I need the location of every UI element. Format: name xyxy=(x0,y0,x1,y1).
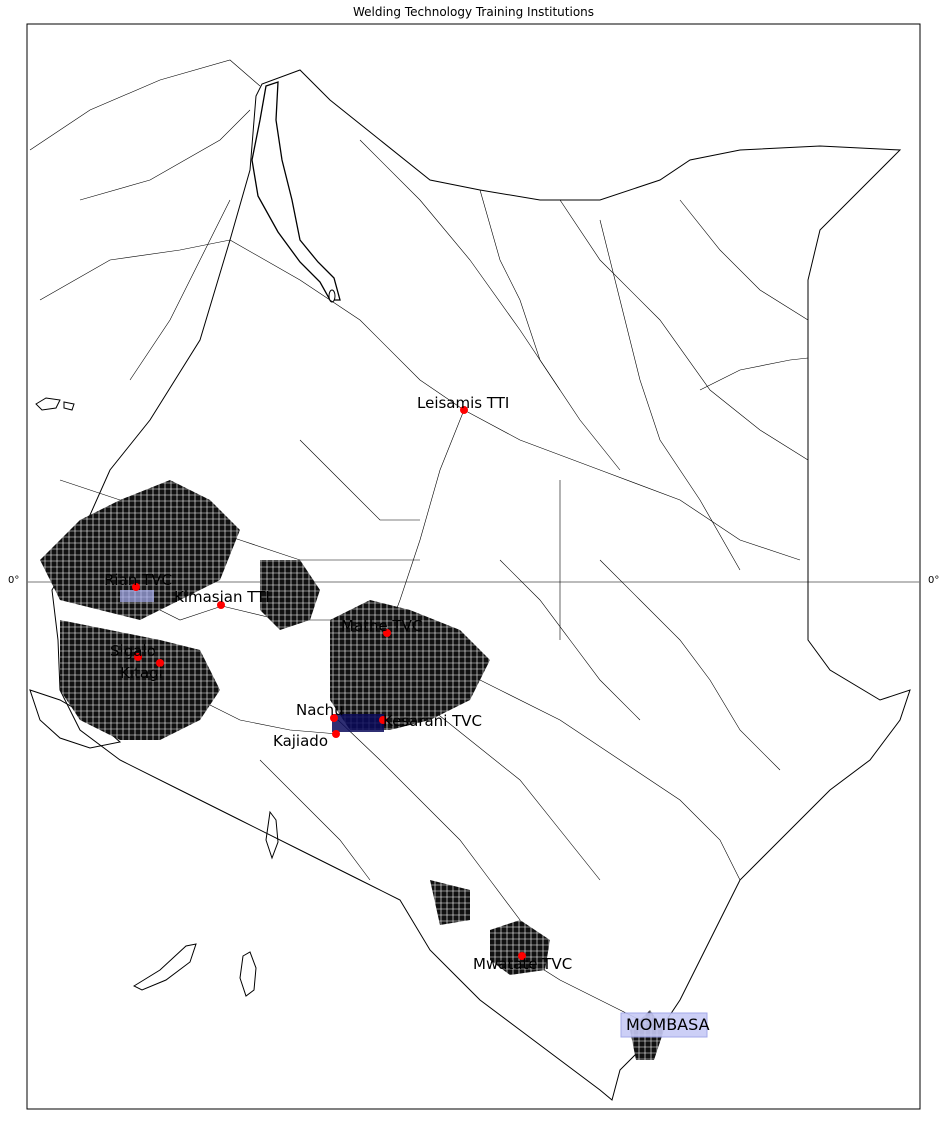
lake-turkana xyxy=(251,81,341,301)
equator-label-right: 0° xyxy=(928,575,940,586)
equator-label-left: 0° xyxy=(8,575,20,586)
lake-south-2 xyxy=(239,951,257,997)
kenya-border xyxy=(51,69,911,1101)
institution-labels: Leisamis TTI Rian TVC Kimasian TTI Mathe… xyxy=(104,394,572,973)
lake-natron xyxy=(265,810,279,860)
label-nachu: Nachu xyxy=(296,701,344,719)
label-leisamis-tti: Leisamis TTI xyxy=(417,394,509,412)
label-sigalo: Sigalo xyxy=(110,642,156,660)
marker-sigalo xyxy=(134,653,142,661)
marker-leisamis-tti xyxy=(460,406,468,414)
dense-road-areas xyxy=(40,480,664,1060)
marker-rian-tvc xyxy=(132,583,140,591)
label-kajiado: Kajiado xyxy=(273,732,328,750)
marker-kitagi xyxy=(156,659,164,667)
marker-kesarani-tvc xyxy=(379,716,387,724)
label-mombasa: MOMBASA xyxy=(626,1015,710,1034)
label-mwatate-tvc: Mwatate TVC xyxy=(473,955,572,973)
lake-south-1 xyxy=(132,943,197,991)
map-title: Welding Technology Training Institutions xyxy=(352,5,595,19)
marker-mathe-tvc xyxy=(383,629,391,637)
marker-nachu xyxy=(330,714,338,722)
marker-kajiado xyxy=(332,730,340,738)
label-rian-tvc: Rian TVC xyxy=(104,571,172,589)
label-kitagi: Kitagi xyxy=(120,664,163,682)
lake-islands xyxy=(35,397,75,411)
institution-markers xyxy=(132,406,526,960)
label-mathe-tvc: Mathe TVC xyxy=(341,617,422,635)
mombasa-label-box xyxy=(620,1012,708,1038)
marker-kimasian-tti xyxy=(217,601,225,609)
nairobi-highlight xyxy=(332,714,384,732)
label-kimasian-tti: Kimasian TTI xyxy=(174,588,270,606)
label-kesarani-tvc: Kesarani TVC xyxy=(383,712,482,730)
rian-highlight xyxy=(120,590,154,602)
lake-island xyxy=(328,289,336,303)
marker-mwatate-tvc xyxy=(518,952,526,960)
